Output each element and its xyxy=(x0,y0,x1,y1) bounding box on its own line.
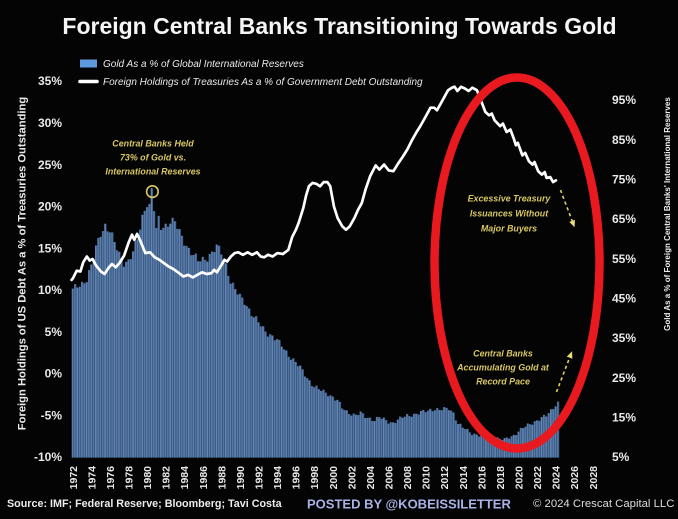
svg-text:1974: 1974 xyxy=(86,466,98,490)
svg-text:73% of Gold vs.: 73% of Gold vs. xyxy=(120,152,186,162)
svg-text:2024: 2024 xyxy=(551,466,563,490)
svg-text:1976: 1976 xyxy=(105,466,117,490)
svg-text:Gold As a % of Global Internat: Gold As a % of Global International Rese… xyxy=(103,59,304,70)
svg-text:45%: 45% xyxy=(612,292,636,306)
svg-text:25%: 25% xyxy=(612,371,636,385)
svg-text:Foreign Holdings of US Debt As: Foreign Holdings of US Debt As a % of Tr… xyxy=(17,97,29,431)
svg-text:POSTED BY @KOBEISSILETTER: POSTED BY @KOBEISSILETTER xyxy=(307,497,511,512)
svg-text:1994: 1994 xyxy=(272,466,284,490)
svg-text:55%: 55% xyxy=(612,252,636,266)
svg-text:2012: 2012 xyxy=(439,466,451,490)
svg-text:1972: 1972 xyxy=(68,466,80,490)
svg-text:95%: 95% xyxy=(612,93,636,107)
svg-text:Issuances Without: Issuances Without xyxy=(470,209,549,219)
svg-text:2004: 2004 xyxy=(365,466,377,490)
svg-text:1978: 1978 xyxy=(124,466,136,490)
svg-text:2020: 2020 xyxy=(514,466,526,490)
svg-text:Gold As a % of Foreign Central: Gold As a % of Foreign Central Banks' In… xyxy=(663,97,672,331)
svg-text:2026: 2026 xyxy=(569,466,581,490)
svg-text:2008: 2008 xyxy=(402,466,414,490)
svg-text:30%: 30% xyxy=(38,116,62,130)
svg-text:1990: 1990 xyxy=(235,466,247,490)
svg-text:65%: 65% xyxy=(612,212,636,226)
svg-text:Accumulating Gold at: Accumulating Gold at xyxy=(456,363,550,373)
svg-text:1986: 1986 xyxy=(198,466,210,490)
svg-text:5%: 5% xyxy=(612,450,630,464)
svg-text:Record Pace: Record Pace xyxy=(476,377,530,387)
svg-text:1982: 1982 xyxy=(161,466,173,490)
svg-text:1984: 1984 xyxy=(179,466,191,490)
svg-text:2028: 2028 xyxy=(588,466,600,490)
svg-text:Central Banks: Central Banks xyxy=(473,349,533,359)
svg-text:-5%: -5% xyxy=(41,408,63,422)
svg-text:2022: 2022 xyxy=(532,466,544,490)
svg-text:1996: 1996 xyxy=(291,466,303,490)
svg-text:35%: 35% xyxy=(38,74,62,88)
svg-text:2010: 2010 xyxy=(421,466,433,490)
svg-text:Excessive Treasury: Excessive Treasury xyxy=(468,194,552,204)
svg-text:1998: 1998 xyxy=(309,466,321,490)
svg-text:Central Banks Held: Central Banks Held xyxy=(112,138,194,148)
svg-text:2000: 2000 xyxy=(328,466,340,490)
svg-text:1988: 1988 xyxy=(216,466,228,490)
svg-text:35%: 35% xyxy=(612,331,636,345)
svg-text:Major Buyers: Major Buyers xyxy=(481,224,537,234)
svg-text:Source: IMF; Federal Reserve;: Source: IMF; Federal Reserve; Bloomberg;… xyxy=(7,498,283,510)
svg-text:2002: 2002 xyxy=(346,466,358,490)
svg-text:2018: 2018 xyxy=(495,466,507,490)
svg-text:Foreign Holdings of Treasuries: Foreign Holdings of Treasuries As a % of… xyxy=(103,77,423,88)
svg-text:0%: 0% xyxy=(45,367,63,381)
svg-text:© 2024 Crescat Capital LLC: © 2024 Crescat Capital LLC xyxy=(533,498,674,510)
svg-text:2006: 2006 xyxy=(384,466,396,490)
svg-text:75%: 75% xyxy=(612,173,636,187)
svg-text:1980: 1980 xyxy=(142,466,154,490)
svg-text:15%: 15% xyxy=(612,411,636,425)
svg-text:20%: 20% xyxy=(38,200,62,214)
svg-text:2016: 2016 xyxy=(476,466,488,490)
svg-text:15%: 15% xyxy=(38,241,62,255)
svg-text:1992: 1992 xyxy=(254,466,266,490)
svg-text:2014: 2014 xyxy=(458,466,470,490)
svg-text:Foreign Central Banks Transiti: Foreign Central Banks Transitioning Towa… xyxy=(62,13,616,39)
svg-text:85%: 85% xyxy=(612,133,636,147)
svg-text:10%: 10% xyxy=(38,283,62,297)
svg-text:-10%: -10% xyxy=(34,450,62,464)
svg-text:International Reserves: International Reserves xyxy=(105,166,200,176)
svg-text:25%: 25% xyxy=(38,158,62,172)
svg-text:5%: 5% xyxy=(45,325,63,339)
